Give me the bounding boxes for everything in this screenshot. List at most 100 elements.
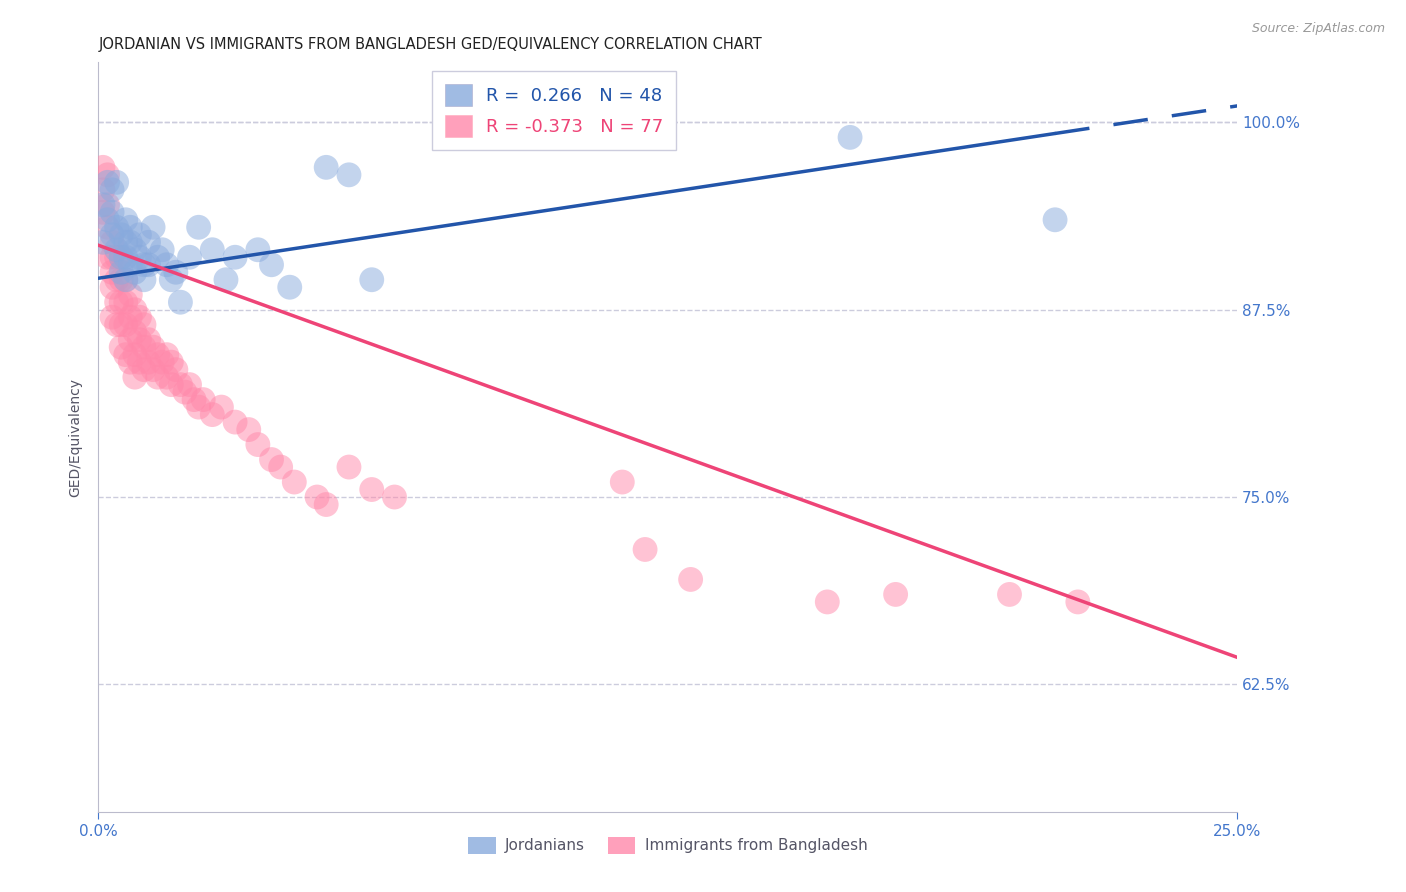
- Point: [105, 220, 128, 235]
- Point: [160, 377, 183, 392]
- Point: [128, 227, 150, 242]
- Point: [114, 348, 136, 362]
- Point: [114, 235, 136, 250]
- Point: [96, 175, 118, 189]
- Point: [128, 250, 150, 264]
- Point: [105, 295, 128, 310]
- Point: [110, 295, 132, 310]
- Point: [201, 243, 224, 257]
- Point: [142, 362, 165, 376]
- Point: [120, 310, 142, 325]
- Point: [160, 273, 183, 287]
- Point: [146, 370, 169, 384]
- Point: [96, 212, 118, 227]
- Point: [246, 243, 269, 257]
- Point: [209, 400, 232, 414]
- Point: [120, 287, 142, 301]
- Text: JORDANIAN VS IMMIGRANTS FROM BANGLADESH GED/EQUIVALENCY CORRELATION CHART: JORDANIAN VS IMMIGRANTS FROM BANGLADESH …: [98, 37, 762, 52]
- Point: [101, 310, 124, 325]
- Point: [156, 348, 179, 362]
- Point: [160, 355, 183, 369]
- Point: [138, 333, 160, 347]
- Legend: Jordanians, Immigrants from Bangladesh: Jordanians, Immigrants from Bangladesh: [463, 830, 873, 860]
- Point: [146, 250, 169, 264]
- Point: [124, 302, 146, 317]
- Point: [1067, 595, 1090, 609]
- Point: [96, 168, 118, 182]
- Point: [156, 370, 179, 384]
- Point: [124, 348, 146, 362]
- Point: [815, 595, 838, 609]
- Point: [96, 198, 118, 212]
- Point: [884, 587, 907, 601]
- Point: [307, 490, 329, 504]
- Point: [215, 273, 238, 287]
- Point: [124, 265, 146, 279]
- Point: [337, 168, 360, 182]
- Point: [146, 348, 169, 362]
- Point: [260, 452, 283, 467]
- Y-axis label: GED/Equivalency: GED/Equivalency: [69, 377, 83, 497]
- Point: [110, 340, 132, 354]
- Point: [101, 183, 124, 197]
- Point: [187, 400, 209, 414]
- Point: [114, 273, 136, 287]
- Point: [105, 318, 128, 332]
- Point: [142, 220, 165, 235]
- Point: [174, 385, 197, 400]
- Point: [120, 258, 142, 272]
- Point: [246, 437, 269, 451]
- Point: [101, 235, 124, 250]
- Point: [110, 250, 132, 264]
- Point: [165, 265, 187, 279]
- Point: [132, 318, 155, 332]
- Point: [193, 392, 215, 407]
- Point: [105, 273, 128, 287]
- Point: [128, 310, 150, 325]
- Point: [128, 333, 150, 347]
- Point: [124, 243, 146, 257]
- Point: [150, 355, 173, 369]
- Point: [839, 130, 862, 145]
- Point: [101, 205, 124, 219]
- Point: [110, 265, 132, 279]
- Point: [201, 408, 224, 422]
- Text: Source: ZipAtlas.com: Source: ZipAtlas.com: [1251, 22, 1385, 36]
- Point: [96, 220, 118, 235]
- Point: [91, 161, 114, 175]
- Point: [101, 265, 124, 279]
- Point: [138, 235, 160, 250]
- Point: [179, 377, 201, 392]
- Point: [998, 587, 1021, 601]
- Point: [1043, 212, 1066, 227]
- Point: [91, 198, 114, 212]
- Point: [101, 227, 124, 242]
- Point: [187, 220, 209, 235]
- Point: [169, 295, 191, 310]
- Point: [138, 258, 160, 272]
- Point: [120, 355, 142, 369]
- Point: [283, 475, 305, 489]
- Point: [120, 220, 142, 235]
- Point: [124, 370, 146, 384]
- Point: [114, 212, 136, 227]
- Point: [679, 573, 702, 587]
- Point: [142, 340, 165, 354]
- Point: [105, 243, 128, 257]
- Point: [91, 205, 114, 219]
- Point: [105, 175, 128, 189]
- Point: [114, 295, 136, 310]
- Point: [612, 475, 634, 489]
- Point: [114, 273, 136, 287]
- Point: [165, 362, 187, 376]
- Point: [224, 250, 246, 264]
- Point: [156, 258, 179, 272]
- Point: [260, 258, 283, 272]
- Point: [179, 250, 201, 264]
- Point: [120, 235, 142, 250]
- Point: [114, 318, 136, 332]
- Point: [105, 250, 128, 264]
- Point: [101, 280, 124, 294]
- Point: [315, 498, 337, 512]
- Point: [120, 333, 142, 347]
